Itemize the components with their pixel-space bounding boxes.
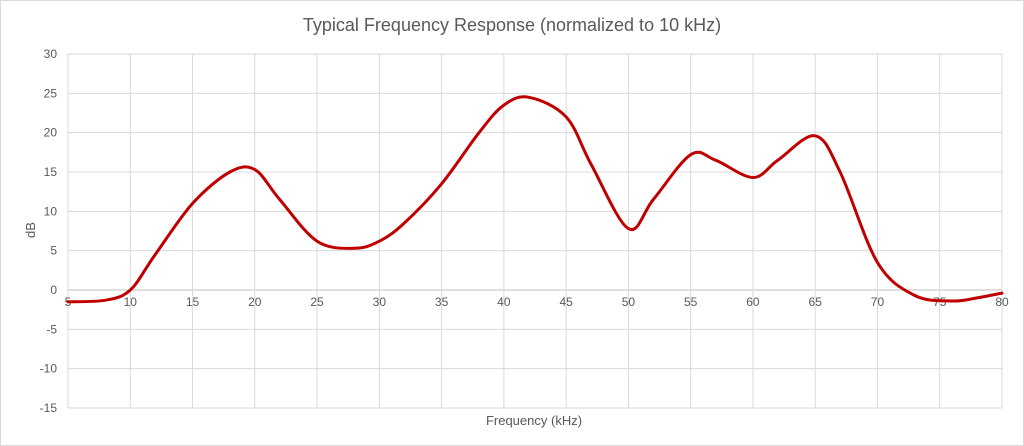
x-tick-labels: 5 10 15 20 25 30 35 40 45 50 55 60 65 70 75 80	[65, 295, 1009, 309]
chart-title: Typical Frequency Response (normalized t…	[303, 15, 721, 35]
gridlines	[67, 53, 1003, 409]
x-tick-label: 35	[435, 295, 449, 309]
y-tick-label: 0	[50, 283, 57, 297]
y-tick-label: 5	[50, 244, 57, 258]
x-tick-label: 80	[995, 295, 1009, 309]
y-tick-label: -10	[40, 362, 58, 376]
x-tick-label: 65	[809, 295, 823, 309]
x-tick-label: 15	[186, 295, 200, 309]
x-tick-label: 25	[310, 295, 324, 309]
x-tick-label: 20	[248, 295, 262, 309]
x-tick-label: 50	[622, 295, 636, 309]
y-tick-label: 30	[44, 47, 58, 61]
y-tick-label: 15	[44, 165, 58, 179]
y-tick-label: -5	[46, 322, 57, 336]
y-tick-label: -15	[40, 401, 58, 415]
series-line	[66, 95, 1004, 304]
x-tick-label: 30	[373, 295, 387, 309]
y-tick-label: 10	[44, 204, 58, 218]
x-tick-label: 45	[559, 295, 573, 309]
x-tick-label: 70	[871, 295, 885, 309]
y-tick-label: 20	[44, 126, 58, 140]
x-tick-label: 60	[746, 295, 760, 309]
y-axis-label: dB	[23, 222, 38, 238]
y-tick-labels: -15 -10 -5 0 5 10 15 20 25 30	[40, 47, 58, 415]
x-tick-label: 10	[124, 295, 138, 309]
x-axis-label: Frequency (kHz)	[486, 413, 582, 428]
x-tick-label: 55	[684, 295, 698, 309]
x-tick-label: 40	[497, 295, 511, 309]
y-tick-label: 25	[44, 86, 58, 100]
